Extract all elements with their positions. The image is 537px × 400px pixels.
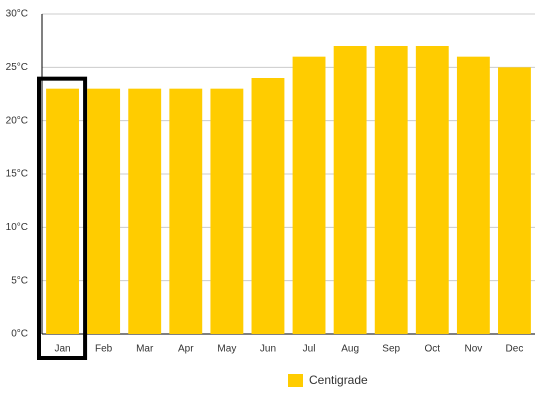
bar (210, 88, 244, 335)
x-tick-label: Jan (54, 344, 70, 355)
y-tick-label: 5°C (11, 275, 28, 286)
bar (292, 56, 326, 335)
bar (333, 46, 367, 334)
y-tick-label: 0°C (11, 329, 28, 340)
y-tick-label: 10°C (6, 222, 28, 233)
x-tick-label: Jun (260, 344, 276, 355)
x-tick-label: Oct (425, 344, 441, 355)
x-tick-label: Feb (95, 344, 113, 355)
bar (128, 88, 162, 335)
bar (374, 46, 408, 334)
legend-label: Centigrade (309, 373, 368, 387)
x-tick-label: May (217, 344, 236, 355)
bar (456, 56, 490, 335)
bar (415, 46, 449, 334)
selection-highlight (37, 76, 88, 361)
y-tick-label: 25°C (6, 62, 28, 73)
bar (251, 78, 285, 334)
bar (169, 88, 203, 335)
bar (46, 88, 79, 335)
y-tick-label: 20°C (6, 115, 28, 126)
x-tick-label: Dec (506, 344, 524, 355)
x-tick-label: Sep (382, 344, 400, 355)
x-tick-label: Mar (136, 344, 154, 355)
x-tick-label: Aug (341, 344, 359, 355)
x-tick-label: Nov (464, 344, 482, 355)
bar (498, 67, 531, 334)
x-tick-label: Apr (178, 344, 194, 355)
legend-swatch (288, 374, 303, 387)
x-tick-label: Jul (303, 344, 316, 355)
bar (87, 88, 121, 335)
y-tick-label: 30°C (6, 9, 28, 20)
y-tick-label: 15°C (6, 169, 28, 180)
